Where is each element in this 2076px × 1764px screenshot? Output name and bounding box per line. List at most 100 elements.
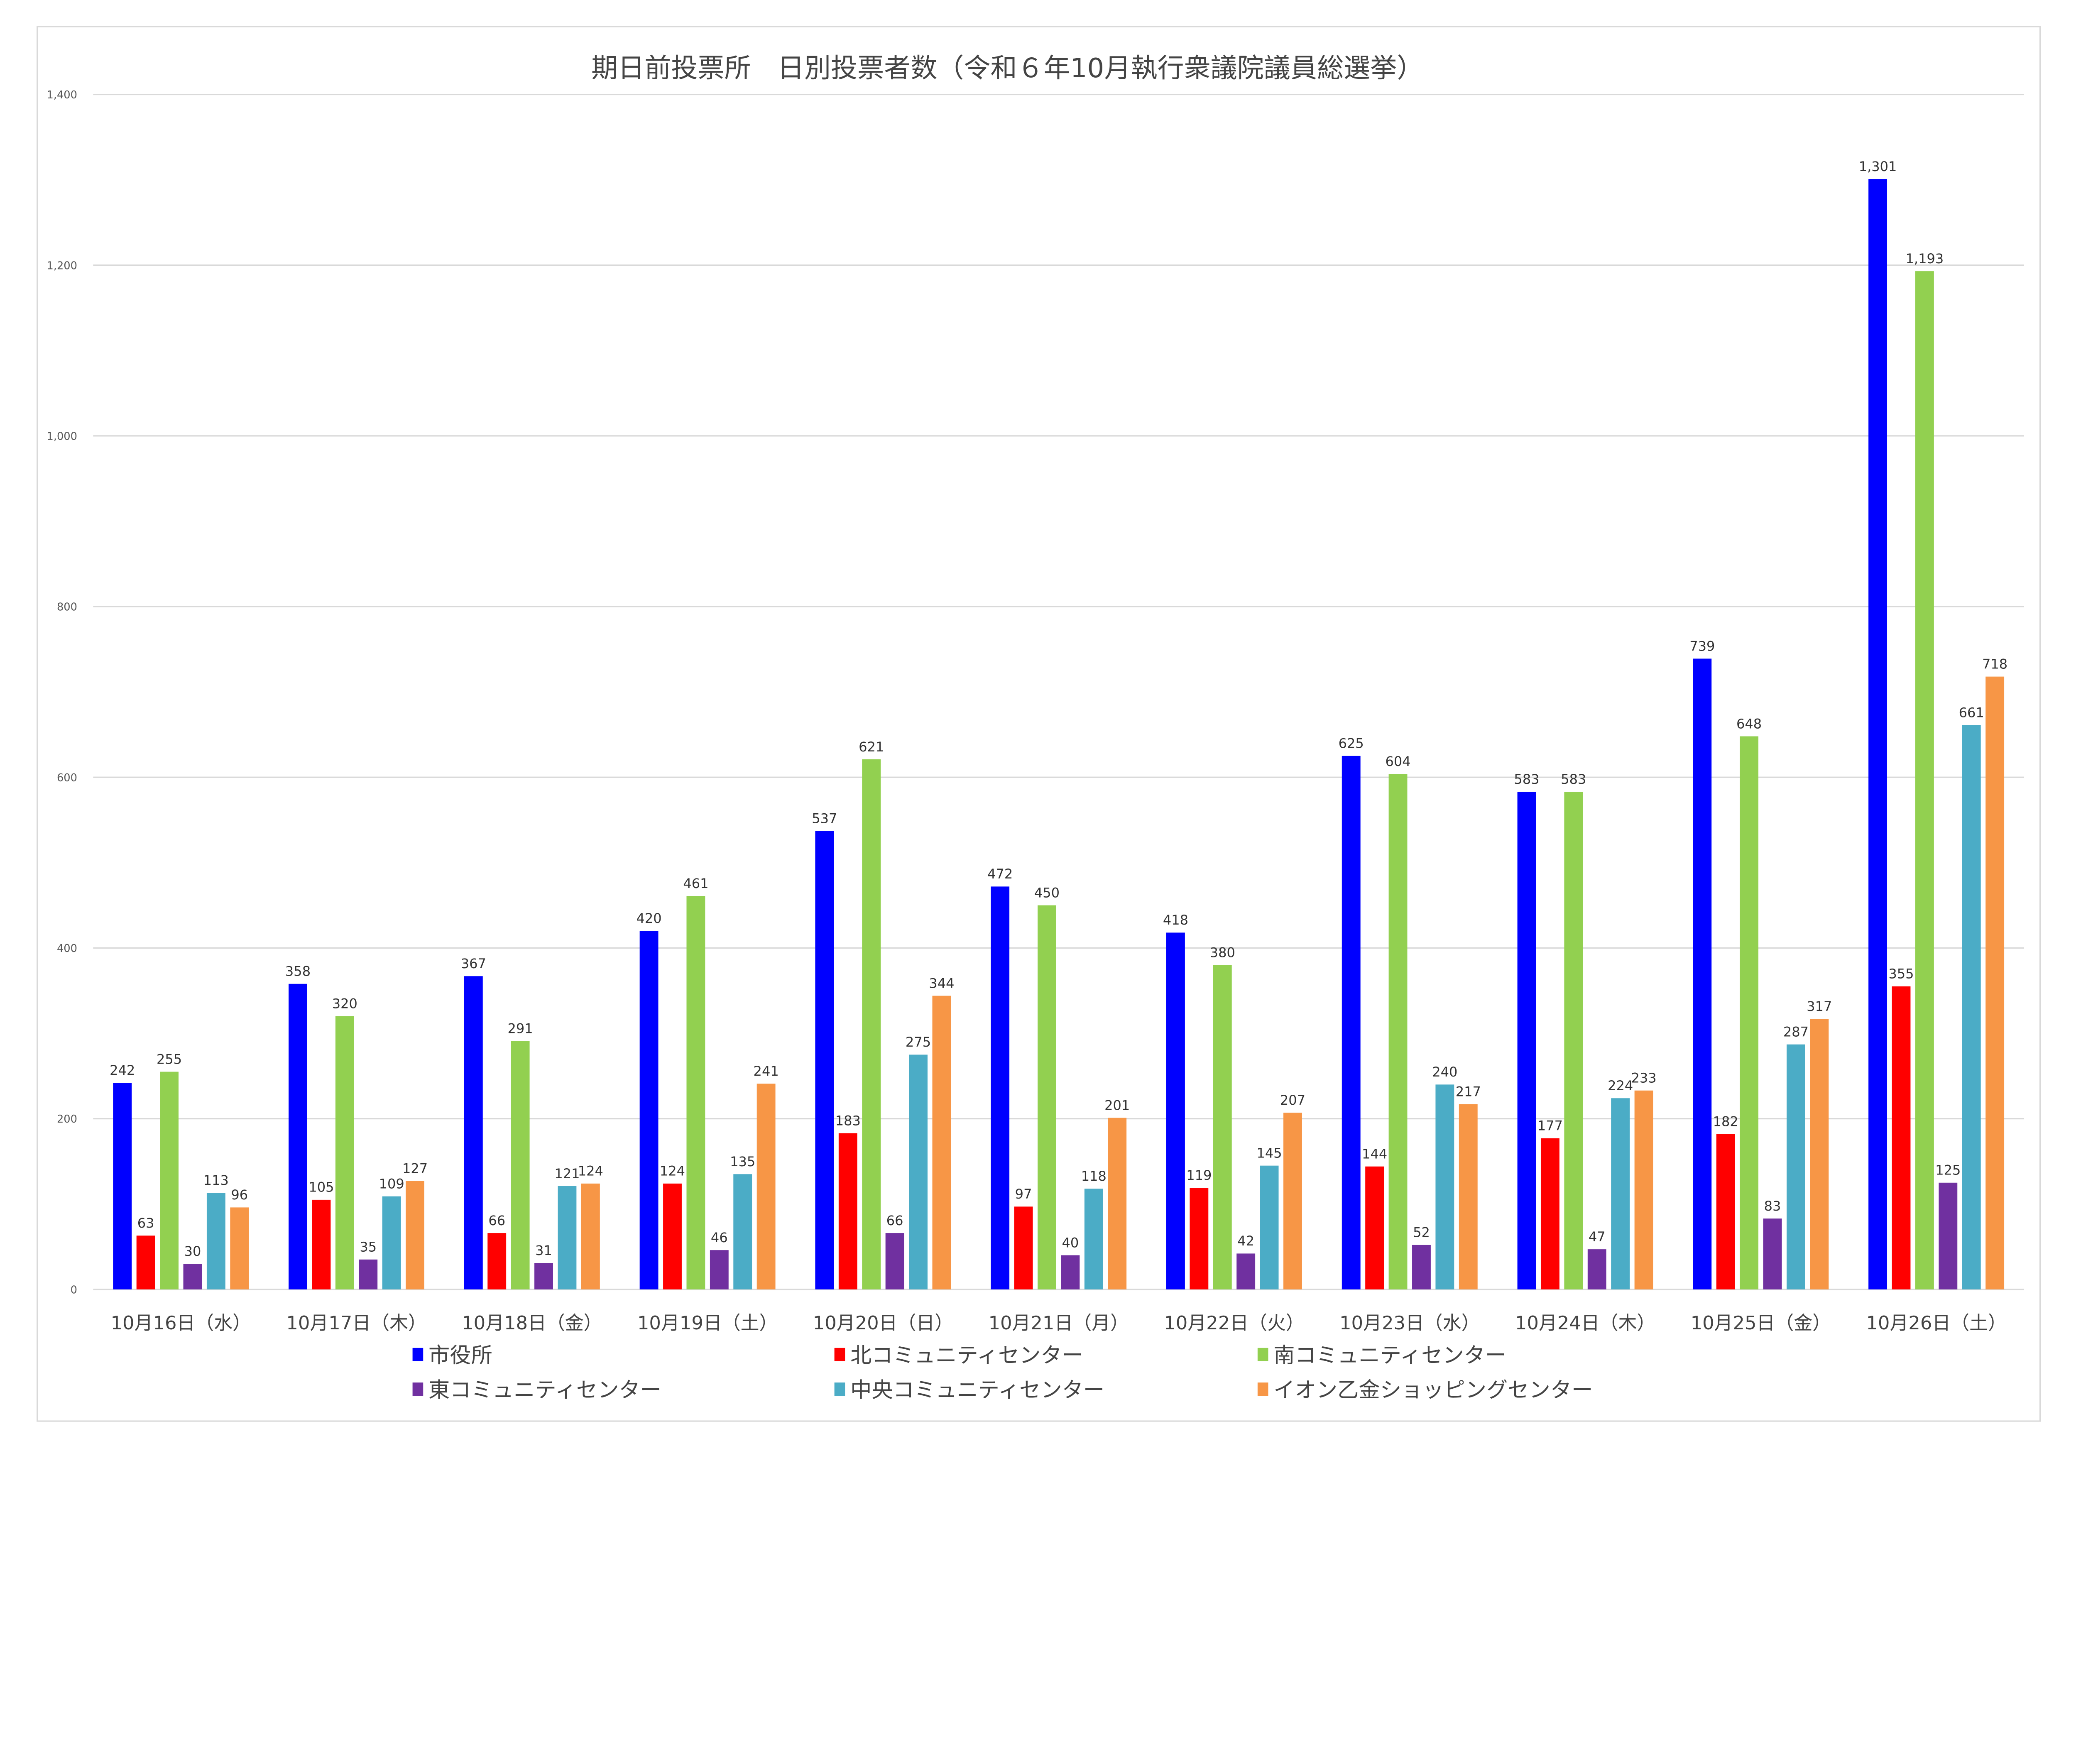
y-tick-label: 200 [57,1113,77,1125]
data-label: 604 [1385,754,1410,769]
y-axis: 0 200 400 600 800 1,000 1,200 1,400 [47,89,77,1296]
legend-item: 北コミュニティセンター [834,1343,1083,1368]
data-label: 121 [554,1166,580,1182]
bar [113,1083,132,1289]
data-label: 287 [1783,1024,1809,1040]
legend-label: 中央コミュニティセンター [850,1377,1104,1402]
bar [335,1016,354,1289]
bar [1213,965,1232,1289]
bar [464,976,483,1289]
data-label: 420 [636,910,661,926]
legend-label: 南コミュニティセンター [1273,1343,1506,1368]
data-label: 113 [203,1172,229,1188]
chart-title: 期日前投票所 日別投票者数（令和６年10月執行衆議院議員総選挙） [591,53,1423,84]
data-label: 66 [488,1213,505,1228]
bar [1587,1249,1606,1289]
y-tick-label: 1,400 [47,89,77,101]
legend-label: 東コミュニティセンター [428,1377,661,1402]
bar [838,1133,857,1289]
legend-swatch [1257,1382,1268,1396]
x-tick-label: 10月19日（土） [637,1312,778,1334]
bar [206,1193,225,1289]
data-label: 182 [1713,1113,1738,1129]
bar [932,996,951,1289]
data-label: 207 [1280,1092,1305,1108]
x-tick-label: 10月16日（水） [111,1312,251,1334]
bar-chart: 期日前投票所 日別投票者数（令和６年10月執行衆議院議員総選挙） 0200400… [37,26,2041,1422]
bar [1260,1165,1279,1289]
bar [534,1263,553,1289]
bar [1412,1245,1431,1289]
bar [885,1233,904,1289]
x-tick-label: 10月22日（火） [1164,1312,1304,1334]
legend-item: 南コミュニティセンター [1257,1343,1506,1368]
data-label: 291 [508,1020,533,1036]
bar [1868,179,1887,1289]
bar [1365,1166,1384,1289]
x-tick-label: 10月26日（土） [1866,1312,2006,1334]
data-label: 255 [157,1051,182,1067]
data-label: 625 [1339,736,1364,751]
data-label: 472 [987,866,1013,882]
bar [1740,736,1759,1289]
bar [1716,1134,1735,1289]
bar [909,1054,928,1289]
bar [1061,1255,1080,1289]
data-label: 1,193 [1906,251,1944,267]
legend-item: 東コミュニティセンター [412,1377,661,1402]
legend-item: イオン乙金ショッピングセンター [1257,1377,1593,1402]
bar [1634,1090,1653,1289]
x-tick-label: 10月18日（金） [462,1312,602,1334]
bar [1236,1253,1256,1289]
x-tick-label: 10月20日（日） [813,1312,953,1334]
bar [1459,1104,1478,1289]
data-label: 583 [1514,771,1539,787]
data-label: 183 [835,1113,861,1128]
bar [1084,1189,1103,1289]
data-label: 718 [1982,656,2007,672]
data-label: 537 [812,811,837,827]
bar [1611,1098,1630,1289]
legend-swatch [412,1382,424,1396]
y-tick-label: 400 [57,942,77,955]
bar [1388,774,1408,1289]
bar [136,1236,155,1289]
bar [359,1259,378,1289]
y-tick-label: 800 [57,601,77,614]
data-label: 47 [1589,1229,1606,1245]
data-label: 96 [231,1187,248,1203]
data-label: 320 [332,996,357,1012]
bar [1939,1182,1958,1289]
data-label: 739 [1689,638,1715,654]
bar [581,1183,600,1289]
data-label: 1,301 [1859,159,1897,174]
data-label: 35 [360,1239,377,1255]
bar [1014,1206,1033,1289]
data-label: 648 [1736,716,1762,732]
data-label: 224 [1608,1078,1633,1094]
bar [1435,1084,1454,1289]
bar [815,831,834,1289]
bar [862,759,881,1289]
bar [1517,792,1536,1289]
data-label: 125 [1935,1162,1961,1178]
data-label: 217 [1456,1084,1481,1099]
data-label: 355 [1888,966,1914,982]
legend-item: 中央コミュニティセンター [834,1377,1104,1402]
x-tick-label: 10月17日（木） [286,1312,426,1334]
bar [406,1181,424,1289]
data-label: 242 [110,1062,135,1078]
bar [511,1041,530,1289]
bar [1564,792,1583,1289]
bar [756,1084,776,1289]
data-label: 240 [1432,1064,1457,1080]
bar [230,1207,249,1289]
bar [1985,676,2005,1289]
data-label: 66 [886,1213,903,1228]
data-label: 367 [461,956,486,971]
bar [1915,271,1934,1289]
bar [558,1186,577,1289]
bar [160,1072,179,1289]
data-label: 52 [1413,1225,1430,1240]
